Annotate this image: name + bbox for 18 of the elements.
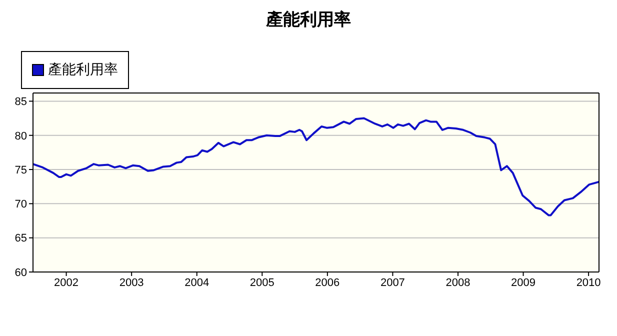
x-tick-label: 2007 [380, 276, 405, 289]
y-tick-label: 60 [14, 266, 27, 279]
x-tick-label: 2003 [119, 276, 144, 289]
x-tick-label: 2006 [315, 276, 340, 289]
x-tick-label: 2005 [250, 276, 274, 289]
x-tick-label: 2010 [576, 276, 601, 289]
x-tick-label: 2009 [511, 276, 536, 289]
y-tick-label: 75 [14, 164, 27, 176]
x-tick-label: 2008 [446, 276, 470, 289]
y-tick-label: 70 [14, 198, 27, 211]
chart-title: 產能利用率 [265, 9, 352, 31]
legend-label: 產能利用率 [48, 61, 118, 79]
line-series [33, 117, 599, 216]
y-tick-label: 65 [14, 232, 27, 245]
y-tick-label: 80 [14, 130, 27, 142]
x-tick-label: 2004 [184, 276, 210, 289]
x-tick-label: 2002 [54, 276, 79, 289]
y-tick-label: 85 [14, 96, 27, 108]
